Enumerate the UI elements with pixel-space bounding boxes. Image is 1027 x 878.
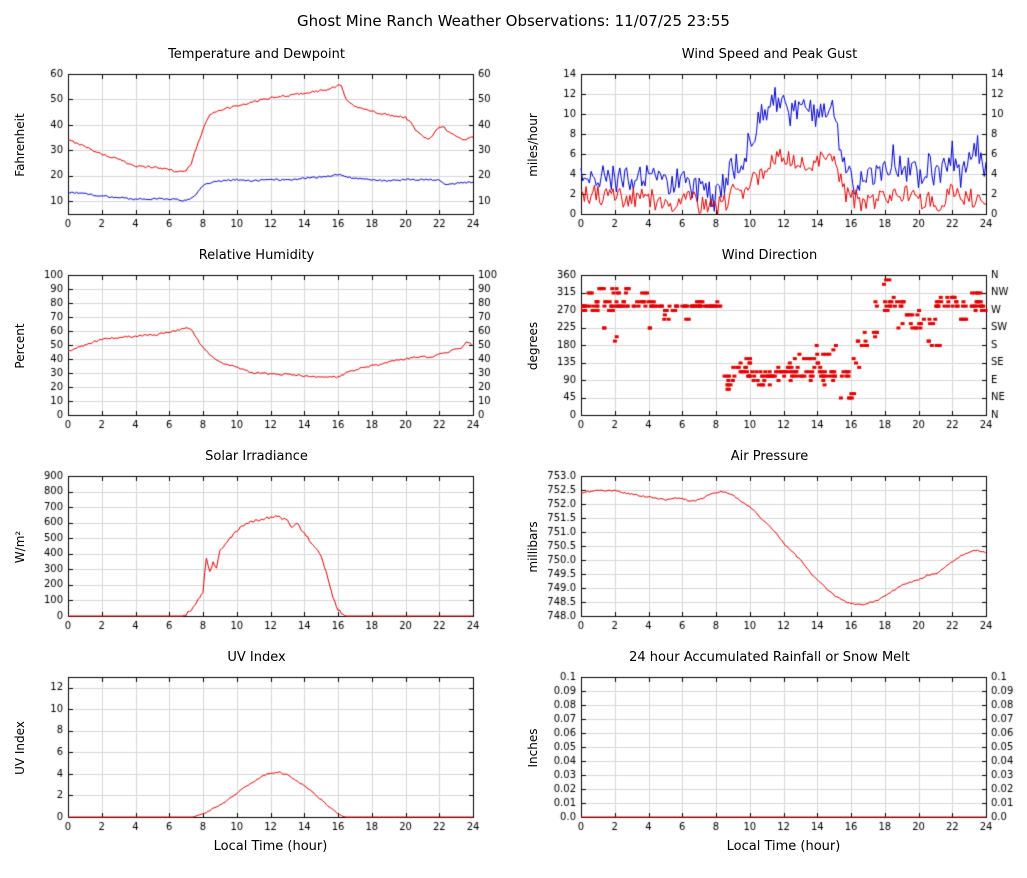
chart-title: Solar Irradiance xyxy=(205,449,308,464)
relative-humidity-plot xyxy=(22,267,511,435)
chart-body: Fahrenheit xyxy=(8,66,513,234)
chart-title: Wind Direction xyxy=(721,248,818,263)
chart-title: Wind Speed and Peak Gust xyxy=(681,47,858,62)
chart-body: Inches xyxy=(521,669,1026,837)
chart-body: degrees xyxy=(521,267,1026,435)
y-axis-label: Fahrenheit xyxy=(13,113,27,177)
rainfall-plot xyxy=(535,669,1024,837)
temperature-dewpoint-plot xyxy=(22,66,511,234)
chart-air-pressure: Air Pressure millibars xyxy=(513,442,1026,643)
y-axis-label: millibars xyxy=(526,521,540,573)
wind-direction-plot xyxy=(535,267,1024,435)
chart-solar-irradiance: Solar Irradiance W/m² xyxy=(0,442,513,643)
chart-title: UV Index xyxy=(227,650,286,665)
y-axis-label: degrees xyxy=(526,321,540,371)
chart-body: UV Index xyxy=(8,669,513,837)
air-pressure-plot xyxy=(535,468,1024,636)
solar-irradiance-plot xyxy=(22,468,511,636)
chart-rainfall: 24 hour Accumulated Rainfall or Snow Mel… xyxy=(513,643,1026,875)
chart-body: Percent xyxy=(8,267,513,435)
charts-grid: Temperature and Dewpoint Fahrenheit Wind… xyxy=(0,40,1027,875)
x-axis-label: Local Time (hour) xyxy=(726,839,841,854)
chart-wind-direction: Wind Direction degrees xyxy=(513,241,1026,442)
chart-title: Relative Humidity xyxy=(198,248,315,263)
y-axis-label: UV Index xyxy=(13,721,27,775)
wind-speed-gust-plot xyxy=(535,66,1024,234)
chart-wind-speed-gust: Wind Speed and Peak Gust miles/hour xyxy=(513,40,1026,241)
y-axis-label: Percent xyxy=(13,323,27,369)
chart-uv-index: UV Index UV Index Local Time (hour) xyxy=(0,643,513,875)
chart-body: W/m² xyxy=(8,468,513,636)
chart-title: 24 hour Accumulated Rainfall or Snow Mel… xyxy=(629,650,910,665)
chart-title: Temperature and Dewpoint xyxy=(168,47,345,62)
chart-body: miles/hour xyxy=(521,66,1026,234)
chart-relative-humidity: Relative Humidity Percent xyxy=(0,241,513,442)
y-axis-label: W/m² xyxy=(13,530,27,564)
y-axis-label: Inches xyxy=(526,728,540,768)
chart-body: millibars xyxy=(521,468,1026,636)
y-axis-label: miles/hour xyxy=(526,113,540,177)
page-title: Ghost Mine Ranch Weather Observations: 1… xyxy=(297,12,730,30)
uv-index-plot xyxy=(22,669,511,837)
chart-temperature-dewpoint: Temperature and Dewpoint Fahrenheit xyxy=(0,40,513,241)
chart-title: Air Pressure xyxy=(730,449,809,464)
x-axis-label: Local Time (hour) xyxy=(213,839,328,854)
